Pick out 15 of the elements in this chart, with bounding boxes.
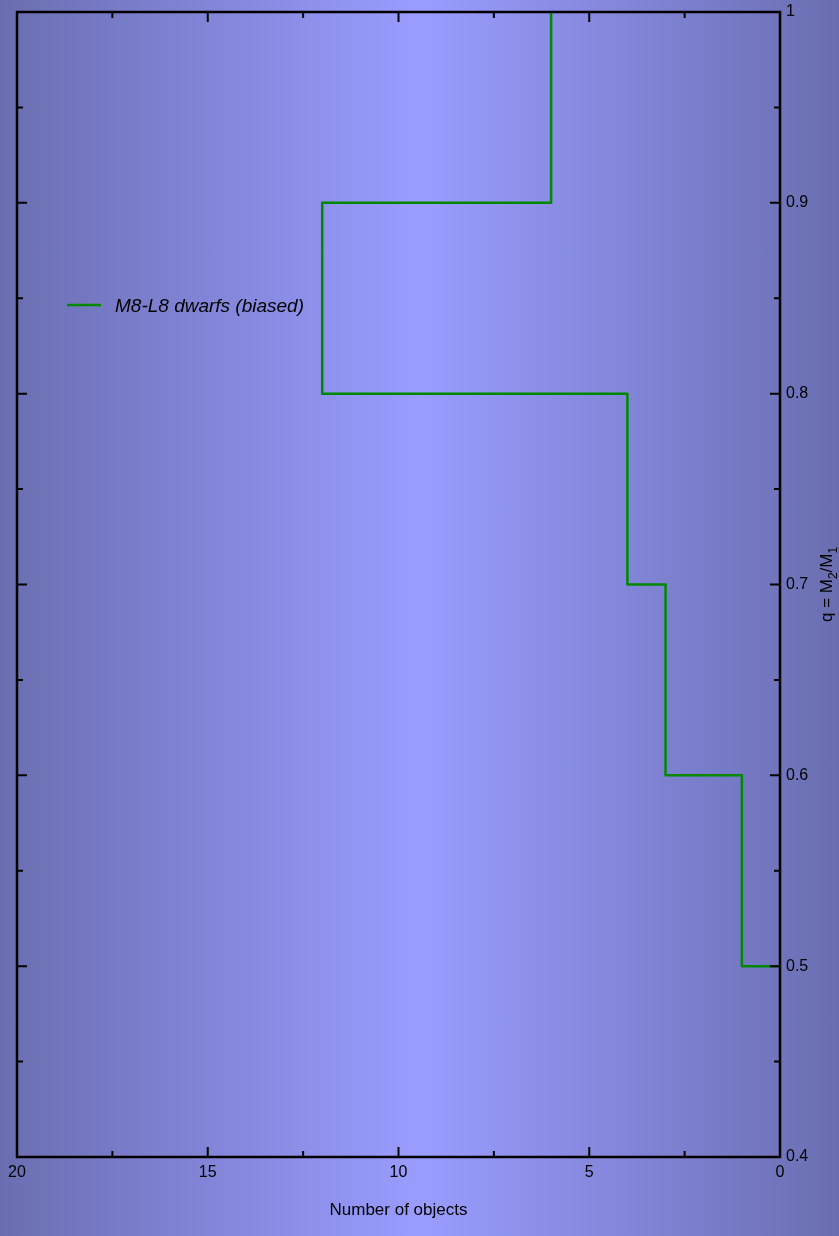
x-tick-label: 0 bbox=[775, 1163, 785, 1181]
y-tick-label: 0.8 bbox=[786, 384, 809, 402]
y-tick-label: 0.4 bbox=[786, 1147, 809, 1165]
y-tick-label: 0.6 bbox=[786, 765, 809, 783]
x-tick-label: 15 bbox=[198, 1163, 217, 1181]
y-tick-label: 1 bbox=[786, 2, 795, 20]
x-tick-label: 20 bbox=[8, 1163, 26, 1181]
legend-label: M8-L8 dwarfs (biased) bbox=[115, 295, 305, 316]
x-tick-label: 5 bbox=[584, 1163, 594, 1181]
y-tick-label: 0.7 bbox=[786, 574, 809, 592]
y-tick-label: 0.9 bbox=[786, 193, 809, 211]
y-axis-title: q = M2/M1 bbox=[817, 546, 839, 623]
x-tick-label: 10 bbox=[389, 1163, 408, 1181]
y-tick-label: 0.5 bbox=[786, 956, 809, 974]
x-axis-title: Number of objects bbox=[329, 1200, 468, 1219]
